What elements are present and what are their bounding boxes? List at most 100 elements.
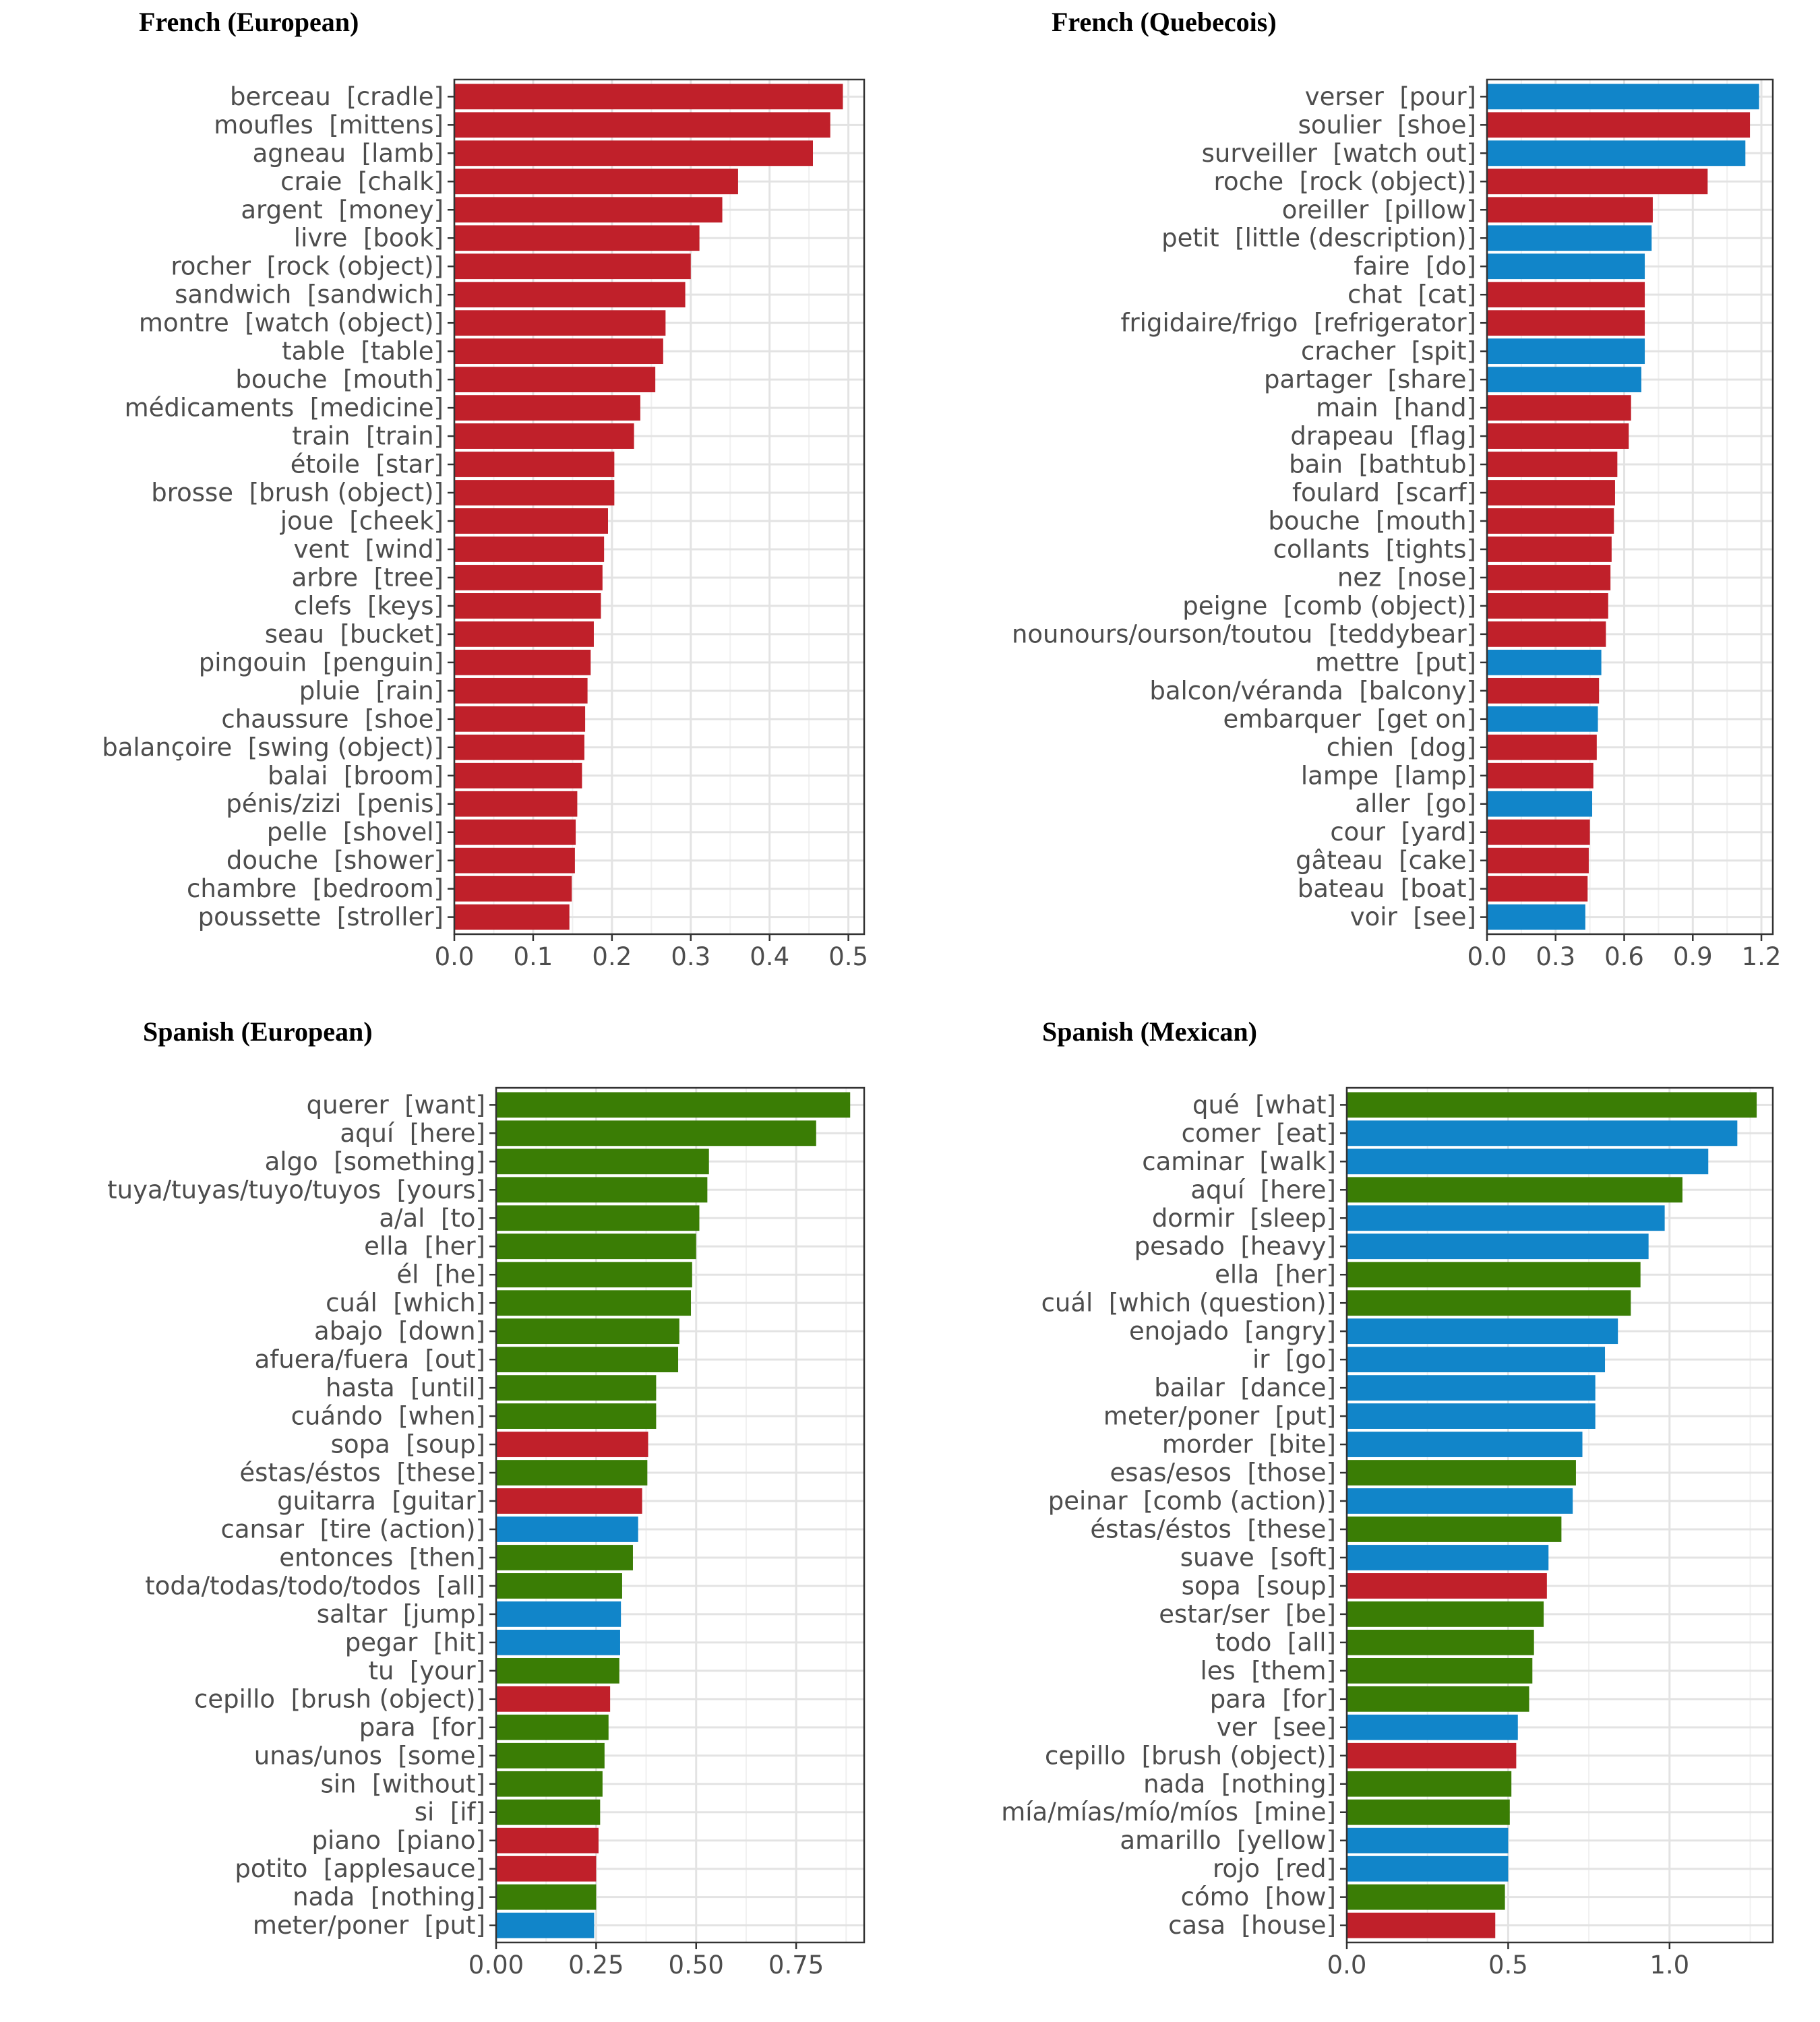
bar [1347, 1742, 1517, 1769]
category-label: balcon/véranda [balcony] [1149, 676, 1476, 705]
bar [1487, 140, 1746, 166]
bar [1347, 1714, 1518, 1740]
category-label: querer [want] [307, 1091, 485, 1120]
category-label: cuál [which] [326, 1289, 485, 1318]
x-tick-label: 0.4 [750, 942, 789, 971]
bar [496, 1573, 622, 1599]
bar [496, 1432, 648, 1457]
category-label: brosse [brush (object)] [151, 479, 444, 508]
category-label: pegar [hit] [345, 1628, 485, 1657]
category-label: chaussure [shoe] [221, 704, 444, 733]
panel-title: Spanish (Mexican) [1042, 1016, 1257, 1047]
category-label: chat [cat] [1347, 280, 1476, 309]
bar [496, 1290, 692, 1316]
bar [1487, 904, 1585, 930]
bar [1487, 762, 1594, 789]
bar [496, 1375, 657, 1401]
chart-panel-2: French (Quebecois) verser [pour]soulier [… [1012, 7, 1781, 971]
category-label: douche [shower] [226, 846, 444, 875]
chart-panel-3: Spanish (European) querer [want]aquí [her… [107, 1016, 866, 1980]
panel-border [1345, 1086, 1774, 1944]
category-label: berceau [cradle] [230, 82, 444, 111]
category-label: bailar [dance] [1154, 1374, 1336, 1403]
category-label: table [table] [282, 337, 444, 366]
category-label: rocher [rock (object)] [171, 252, 444, 281]
bar [1347, 1573, 1547, 1599]
bar [454, 367, 656, 393]
category-label: casa [house] [1168, 1911, 1336, 1940]
bar [454, 649, 591, 675]
bar [496, 1771, 603, 1797]
category-label: algo [something] [265, 1147, 485, 1176]
category-label: cuándo [when] [291, 1402, 485, 1431]
category-label: ella [her] [1215, 1260, 1336, 1289]
bar [1347, 1488, 1573, 1514]
category-label: pingouin [penguin] [199, 648, 444, 677]
panel-border [495, 1086, 866, 1944]
category-label: agneau [lamb] [253, 139, 444, 168]
bar [1487, 734, 1597, 760]
bar [1487, 452, 1618, 477]
category-label: faire [do] [1354, 252, 1476, 281]
bar [1487, 225, 1652, 251]
bar [454, 621, 594, 647]
category-label: nounours/ourson/toutou [teddybear] [1012, 619, 1476, 648]
category-label: cómo [how] [1181, 1882, 1336, 1911]
panel-title: French (Quebecois) [1052, 7, 1277, 37]
category-label: saltar [jump] [317, 1599, 485, 1628]
category-label: meter/poner [put] [1103, 1402, 1336, 1431]
bar [1347, 1092, 1757, 1118]
category-label: chambre [bedroom] [187, 874, 444, 903]
bar [454, 904, 570, 930]
category-label: bouche [mouth] [235, 365, 444, 394]
category-label: pesado [heavy] [1134, 1232, 1336, 1261]
bar [1487, 847, 1589, 874]
category-label: qué [what] [1192, 1091, 1336, 1120]
bar [496, 1177, 708, 1203]
bar [1347, 1432, 1583, 1457]
bar [1347, 1771, 1512, 1797]
category-label: rojo [red] [1213, 1854, 1336, 1883]
category-label: dormir [sleep] [1152, 1204, 1336, 1233]
bar [1487, 819, 1590, 845]
category-label: voir [see] [1350, 902, 1476, 931]
category-label: tu [your] [368, 1656, 485, 1685]
bar [1487, 565, 1611, 590]
category-label: cour [yard] [1330, 818, 1476, 847]
category-label: ella [her] [364, 1232, 485, 1261]
category-label: embarquer [get on] [1223, 704, 1476, 733]
bar [1487, 367, 1641, 393]
category-label: clefs [keys] [294, 591, 444, 620]
category-label: craie [chalk] [280, 167, 444, 196]
x-tick-label: 0.3 [671, 942, 710, 971]
bar [1347, 1205, 1665, 1231]
category-label: foulard [scarf] [1292, 479, 1476, 508]
bar [496, 1686, 611, 1712]
bar [454, 423, 634, 449]
category-label: todo [all] [1215, 1628, 1336, 1657]
bar [1487, 197, 1653, 223]
category-label: cuál [which (question)] [1041, 1289, 1336, 1318]
category-label: pénis/zizi [penis] [226, 789, 444, 818]
bar [496, 1714, 609, 1740]
bar [454, 847, 575, 874]
bar [496, 1488, 642, 1514]
bar [454, 480, 615, 506]
x-tick-label: 0.0 [1467, 942, 1507, 971]
category-label: morder [bite] [1162, 1430, 1336, 1459]
bar [496, 1262, 692, 1288]
category-label: pelle [shovel] [267, 818, 444, 847]
category-label: mettre [put] [1315, 648, 1476, 677]
bar [1347, 1686, 1529, 1712]
category-label: éstas/éstos [these] [239, 1459, 485, 1488]
bar [454, 677, 588, 704]
x-tick-label: 0.50 [669, 1951, 724, 1980]
bar [496, 1347, 679, 1373]
category-label: poussette [stroller] [198, 902, 444, 931]
bar [454, 84, 843, 110]
bar [1347, 1629, 1534, 1655]
category-label: surveiller [watch out] [1202, 139, 1476, 168]
category-label: éstas/éstos [these] [1090, 1514, 1336, 1543]
bar [1487, 508, 1614, 534]
panel-border [453, 78, 866, 936]
